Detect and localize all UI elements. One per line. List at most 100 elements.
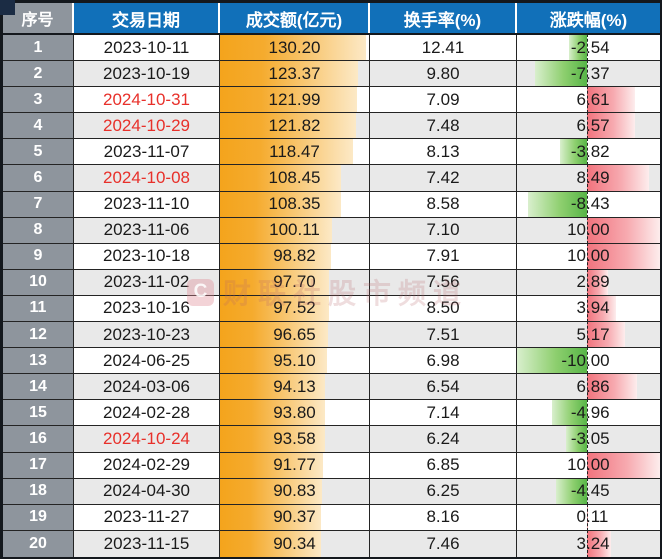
zero-axis-dashed-line bbox=[587, 348, 588, 374]
date-cell: 2023-10-16 bbox=[74, 295, 220, 322]
turnover-cell: 7.42 bbox=[370, 165, 517, 191]
amount-data-bar bbox=[220, 269, 330, 295]
change-value-int: 8 bbox=[576, 168, 586, 188]
date-cell: 2024-03-06 bbox=[74, 374, 220, 400]
change-down-bar bbox=[560, 139, 587, 165]
zero-axis-dashed-line bbox=[587, 217, 588, 243]
zero-axis-dashed-line bbox=[587, 400, 588, 426]
column-header-date: 交易日期 bbox=[74, 3, 220, 33]
change-cell: 2.89 bbox=[517, 269, 660, 295]
amount-cell: 90.83 bbox=[220, 478, 370, 504]
change-value-int: 10 bbox=[567, 220, 586, 240]
amount-cell: 96.65 bbox=[220, 322, 370, 348]
amount-value: 108.45 bbox=[268, 168, 321, 188]
change-cell: 3.24 bbox=[517, 530, 660, 557]
date-cell: 2024-04-30 bbox=[74, 478, 220, 504]
index-cell: 10 bbox=[3, 269, 74, 295]
table-row: 8 2023-11-06 100.11 7.10 10.00 bbox=[3, 217, 660, 244]
amount-data-bar bbox=[220, 139, 353, 165]
amount-cell: 108.45 bbox=[220, 165, 370, 191]
change-cell: 6.86 bbox=[517, 374, 660, 400]
change-up-bar bbox=[587, 322, 625, 348]
change-value-int: 0 bbox=[576, 507, 586, 527]
table-row: 16 2024-10-24 93.58 6.24 -3.05 bbox=[3, 426, 660, 453]
change-value-int: -3 bbox=[570, 428, 586, 448]
change-value-frac: .96 bbox=[586, 402, 610, 422]
turnover-cell: 6.25 bbox=[370, 478, 517, 504]
table-row: 12 2023-10-23 96.65 7.51 5.17 bbox=[3, 322, 660, 349]
change-up-bar bbox=[587, 374, 638, 400]
date-cell: 2024-02-29 bbox=[74, 452, 220, 478]
index-cell: 6 bbox=[3, 165, 74, 191]
zero-axis-dashed-line bbox=[587, 113, 588, 139]
amount-cell: 98.82 bbox=[220, 243, 370, 269]
date-cell: 2023-11-27 bbox=[74, 504, 220, 530]
amount-data-bar bbox=[220, 113, 357, 139]
change-cell: -8.43 bbox=[517, 191, 660, 217]
index-cell: 7 bbox=[3, 191, 74, 217]
change-value-int: -3 bbox=[570, 141, 586, 161]
index-cell: 2 bbox=[3, 61, 74, 87]
zero-axis-dashed-line bbox=[587, 426, 588, 452]
date-cell: 2023-10-18 bbox=[74, 243, 220, 269]
change-cell: -4.45 bbox=[517, 478, 660, 504]
change-value-frac: .57 bbox=[586, 115, 610, 135]
change-up-bar bbox=[587, 452, 660, 478]
index-cell: 14 bbox=[3, 374, 74, 400]
change-value-frac: .86 bbox=[586, 376, 610, 396]
amount-value: 96.65 bbox=[273, 324, 316, 344]
zero-axis-dashed-line bbox=[587, 61, 588, 87]
turnover-cell: 6.98 bbox=[370, 348, 517, 374]
amount-cell: 90.37 bbox=[220, 504, 370, 530]
index-cell: 16 bbox=[3, 426, 74, 452]
index-cell: 8 bbox=[3, 217, 74, 243]
change-value-int: -8 bbox=[570, 194, 586, 214]
change-down-bar bbox=[527, 191, 587, 217]
zero-axis-dashed-line bbox=[587, 295, 588, 322]
amount-value: 97.52 bbox=[273, 298, 316, 318]
change-value-frac: .00 bbox=[586, 220, 610, 240]
change-value-frac: .00 bbox=[586, 246, 610, 266]
amount-data-bar bbox=[220, 61, 359, 87]
zero-axis-dashed-line bbox=[587, 139, 588, 165]
change-value-frac: .89 bbox=[586, 272, 610, 292]
turnover-cell: 7.10 bbox=[370, 217, 517, 243]
amount-data-bar bbox=[220, 243, 331, 269]
change-value-int: 10 bbox=[567, 246, 586, 266]
turnover-cell: 7.56 bbox=[370, 269, 517, 295]
change-value-int: 3 bbox=[576, 533, 586, 553]
change-cell: 6.57 bbox=[517, 113, 660, 139]
turnover-cell: 7.48 bbox=[370, 113, 517, 139]
column-header-turnover: 换手率(%) bbox=[370, 3, 517, 33]
turnover-cell: 6.54 bbox=[370, 374, 517, 400]
turnover-cell: 8.13 bbox=[370, 139, 517, 165]
index-cell: 12 bbox=[3, 322, 74, 348]
amount-cell: 97.52 bbox=[220, 295, 370, 322]
index-cell: 5 bbox=[3, 139, 74, 165]
date-cell: 2023-11-02 bbox=[74, 269, 220, 295]
date-cell: 2024-10-29 bbox=[74, 113, 220, 139]
change-cell: 6.61 bbox=[517, 87, 660, 113]
amount-cell: 93.80 bbox=[220, 400, 370, 426]
amount-data-bar bbox=[220, 165, 342, 191]
amount-data-bar bbox=[220, 35, 366, 61]
change-cell: 10.00 bbox=[517, 452, 660, 478]
amount-data-bar bbox=[220, 452, 323, 478]
date-cell: 2024-10-31 bbox=[74, 87, 220, 113]
change-cell: 10.00 bbox=[517, 243, 660, 269]
change-up-bar bbox=[587, 295, 616, 322]
turnover-cell: 6.24 bbox=[370, 426, 517, 452]
change-up-bar bbox=[587, 217, 660, 243]
change-value-int: -7 bbox=[570, 63, 586, 83]
amount-data-bar bbox=[220, 530, 322, 557]
change-up-bar bbox=[587, 165, 649, 191]
table-row: 19 2023-11-27 90.37 8.16 0.11 bbox=[3, 504, 660, 531]
change-value-frac: .24 bbox=[586, 533, 610, 553]
zero-axis-dashed-line bbox=[587, 452, 588, 478]
index-cell: 3 bbox=[3, 87, 74, 113]
corner-notch bbox=[0, 0, 15, 15]
change-cell: -3.82 bbox=[517, 139, 660, 165]
index-cell: 13 bbox=[3, 348, 74, 374]
amount-cell: 100.11 bbox=[220, 217, 370, 243]
